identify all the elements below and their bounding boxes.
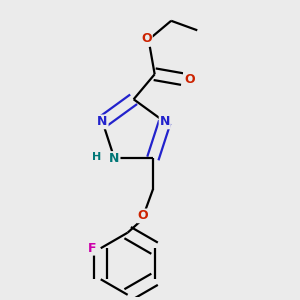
Text: N: N bbox=[97, 116, 108, 128]
Text: O: O bbox=[137, 209, 148, 222]
Text: O: O bbox=[184, 73, 195, 85]
Text: F: F bbox=[88, 242, 97, 255]
Text: O: O bbox=[141, 32, 152, 45]
Text: H: H bbox=[92, 152, 101, 162]
Text: N: N bbox=[109, 152, 120, 165]
Text: N: N bbox=[160, 116, 170, 128]
